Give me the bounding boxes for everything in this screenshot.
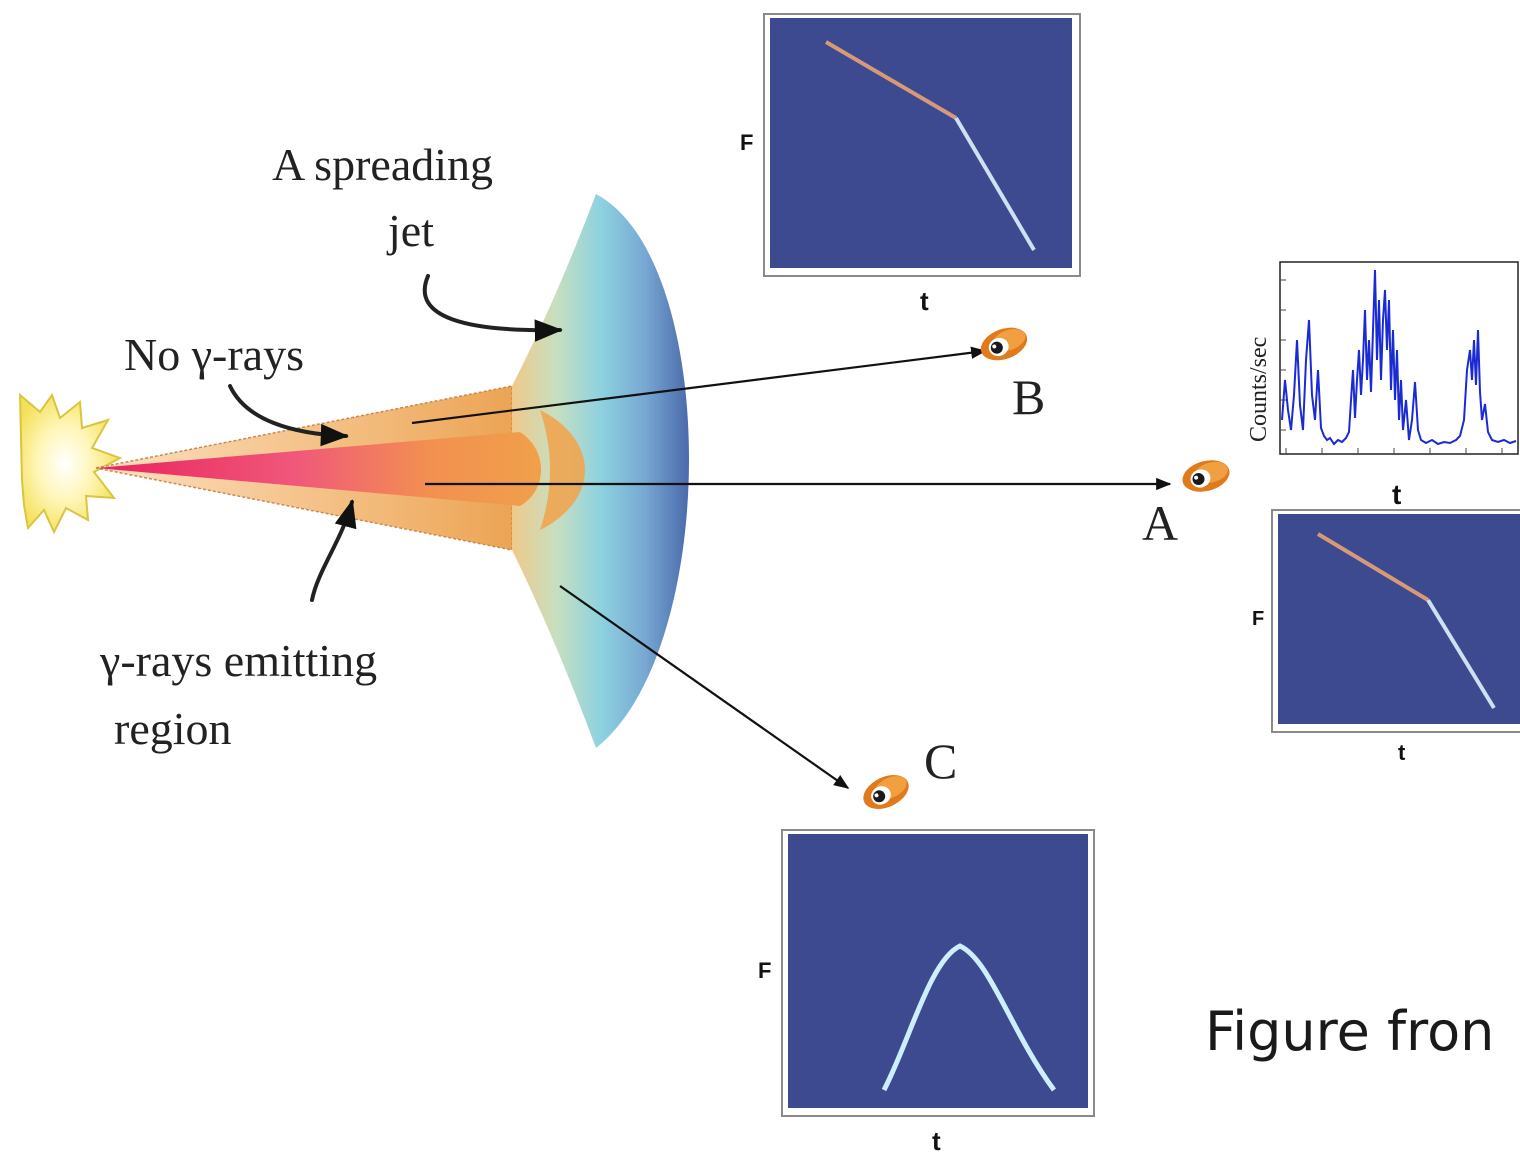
plot-b-area — [770, 18, 1072, 268]
explosion-star-icon — [18, 392, 123, 535]
spreading-jet-pointer — [422, 274, 563, 342]
spreading-jet-label-line2: jet — [386, 205, 434, 256]
no-gamma-label: No γ-rays — [124, 329, 304, 380]
gamma-emitting-label-line2: region — [114, 703, 232, 754]
plot-c-y-label: F — [758, 958, 771, 983]
gamma-emitting-cone — [96, 432, 541, 506]
shell-inner-band — [540, 410, 585, 530]
plot-b-late-segment — [954, 116, 1036, 252]
lightcurve-y-label: Counts/sec — [1246, 337, 1272, 442]
sight-lines — [411, 346, 1172, 789]
plot-a-early-segment — [1316, 532, 1430, 602]
plot-c-curve — [881, 943, 1057, 1092]
no-gamma-pointer — [228, 384, 349, 447]
line-to-b — [411, 346, 987, 425]
gamma-emitting-label-line1: γ-rays emitting — [99, 635, 377, 686]
observer-c-label: C — [924, 733, 957, 789]
lightcurve-frame — [1279, 261, 1519, 455]
plot-a-lightcurve: Counts/sec t — [1246, 261, 1519, 510]
observer-a-eye-icon — [1178, 455, 1234, 497]
plot-b-early-segment — [824, 40, 958, 120]
plot-a-y-label: F — [1252, 608, 1264, 630]
figure-caption: Figure fron — [1205, 1000, 1495, 1063]
gamma-emitting-pointer — [310, 499, 357, 602]
plot-a-afterglow: F t — [1252, 509, 1520, 765]
lightcurve-ticks — [1280, 279, 1503, 454]
lightcurve-x-label: t — [1392, 479, 1401, 510]
plot-b-x-label: t — [920, 286, 929, 316]
lightcurve-series — [1281, 269, 1517, 446]
observer-b-eye-icon — [976, 321, 1032, 367]
plot-b-y-label: F — [740, 130, 753, 155]
plot-c: F t — [758, 829, 1095, 1152]
plot-a-x-label: t — [1398, 740, 1406, 765]
line-to-c — [559, 585, 850, 789]
observer-c-eye-icon — [857, 768, 915, 816]
annotation-arrows — [228, 274, 563, 602]
plot-b: F t — [740, 13, 1081, 316]
plot-a-area — [1278, 514, 1520, 724]
plot-c-x-label: t — [932, 1126, 941, 1152]
observer-a-label: A — [1142, 495, 1178, 551]
spreading-jet-label-line1: A spreading — [272, 139, 493, 190]
observer-b-label: B — [1012, 369, 1045, 425]
plot-a-late-segment — [1426, 598, 1496, 710]
